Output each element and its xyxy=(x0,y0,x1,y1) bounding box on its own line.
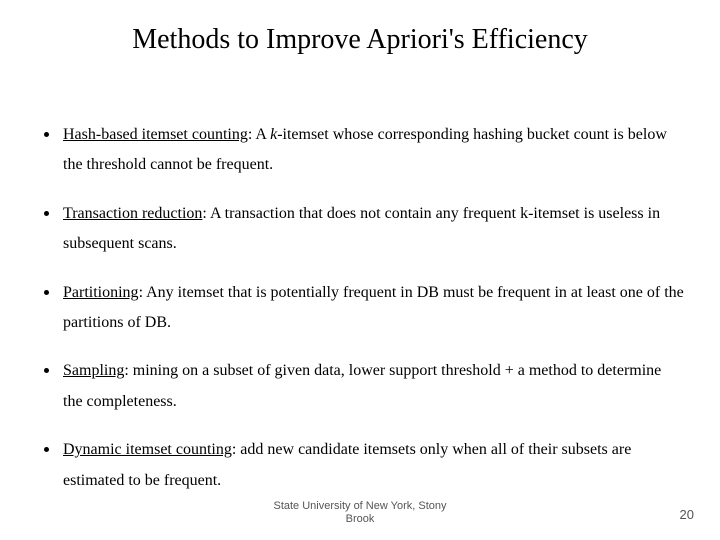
list-item: Partitioning: Any itemset that is potent… xyxy=(44,278,684,339)
slide-body: Hash-based itemset counting: A k-itemset… xyxy=(44,120,684,514)
list-item: Transaction reduction: A transaction tha… xyxy=(44,199,684,260)
footer-line-2: Brook xyxy=(346,513,375,525)
bullet-term: Partitioning xyxy=(63,284,139,301)
bullet-text: Transaction reduction: A transaction tha… xyxy=(63,199,684,260)
bullet-desc: : Any itemset that is potentially freque… xyxy=(63,284,684,331)
list-item: Sampling: mining on a subset of given da… xyxy=(44,356,684,417)
footer-line-1: State University of New York, Stony xyxy=(273,500,446,512)
bullet-icon xyxy=(44,132,49,137)
bullet-text: Hash-based itemset counting: A k-itemset… xyxy=(63,120,684,181)
bullet-term: Dynamic itemset counting xyxy=(63,441,232,458)
list-item: Hash-based itemset counting: A k-itemset… xyxy=(44,120,684,181)
bullet-text: Dynamic itemset counting: add new candid… xyxy=(63,435,684,496)
bullet-icon xyxy=(44,290,49,295)
bullet-term: Hash-based itemset counting xyxy=(63,126,248,143)
bullet-term: Transaction reduction xyxy=(63,205,202,222)
bullet-desc: : mining on a subset of given data, lowe… xyxy=(63,362,661,409)
slide-title: Methods to Improve Apriori's Efficiency xyxy=(0,24,720,56)
bullet-icon xyxy=(44,447,49,452)
slide: Methods to Improve Apriori's Efficiency … xyxy=(0,0,720,540)
bullet-icon xyxy=(44,368,49,373)
bullet-text: Sampling: mining on a subset of given da… xyxy=(63,356,684,417)
list-item: Dynamic itemset counting: add new candid… xyxy=(44,435,684,496)
bullet-text: Partitioning: Any itemset that is potent… xyxy=(63,278,684,339)
page-number: 20 xyxy=(680,507,694,522)
slide-footer: State University of New York, Stony Broo… xyxy=(0,500,720,526)
bullet-icon xyxy=(44,211,49,216)
bullet-desc-pre: : A xyxy=(248,126,270,143)
bullet-term: Sampling xyxy=(63,362,124,379)
